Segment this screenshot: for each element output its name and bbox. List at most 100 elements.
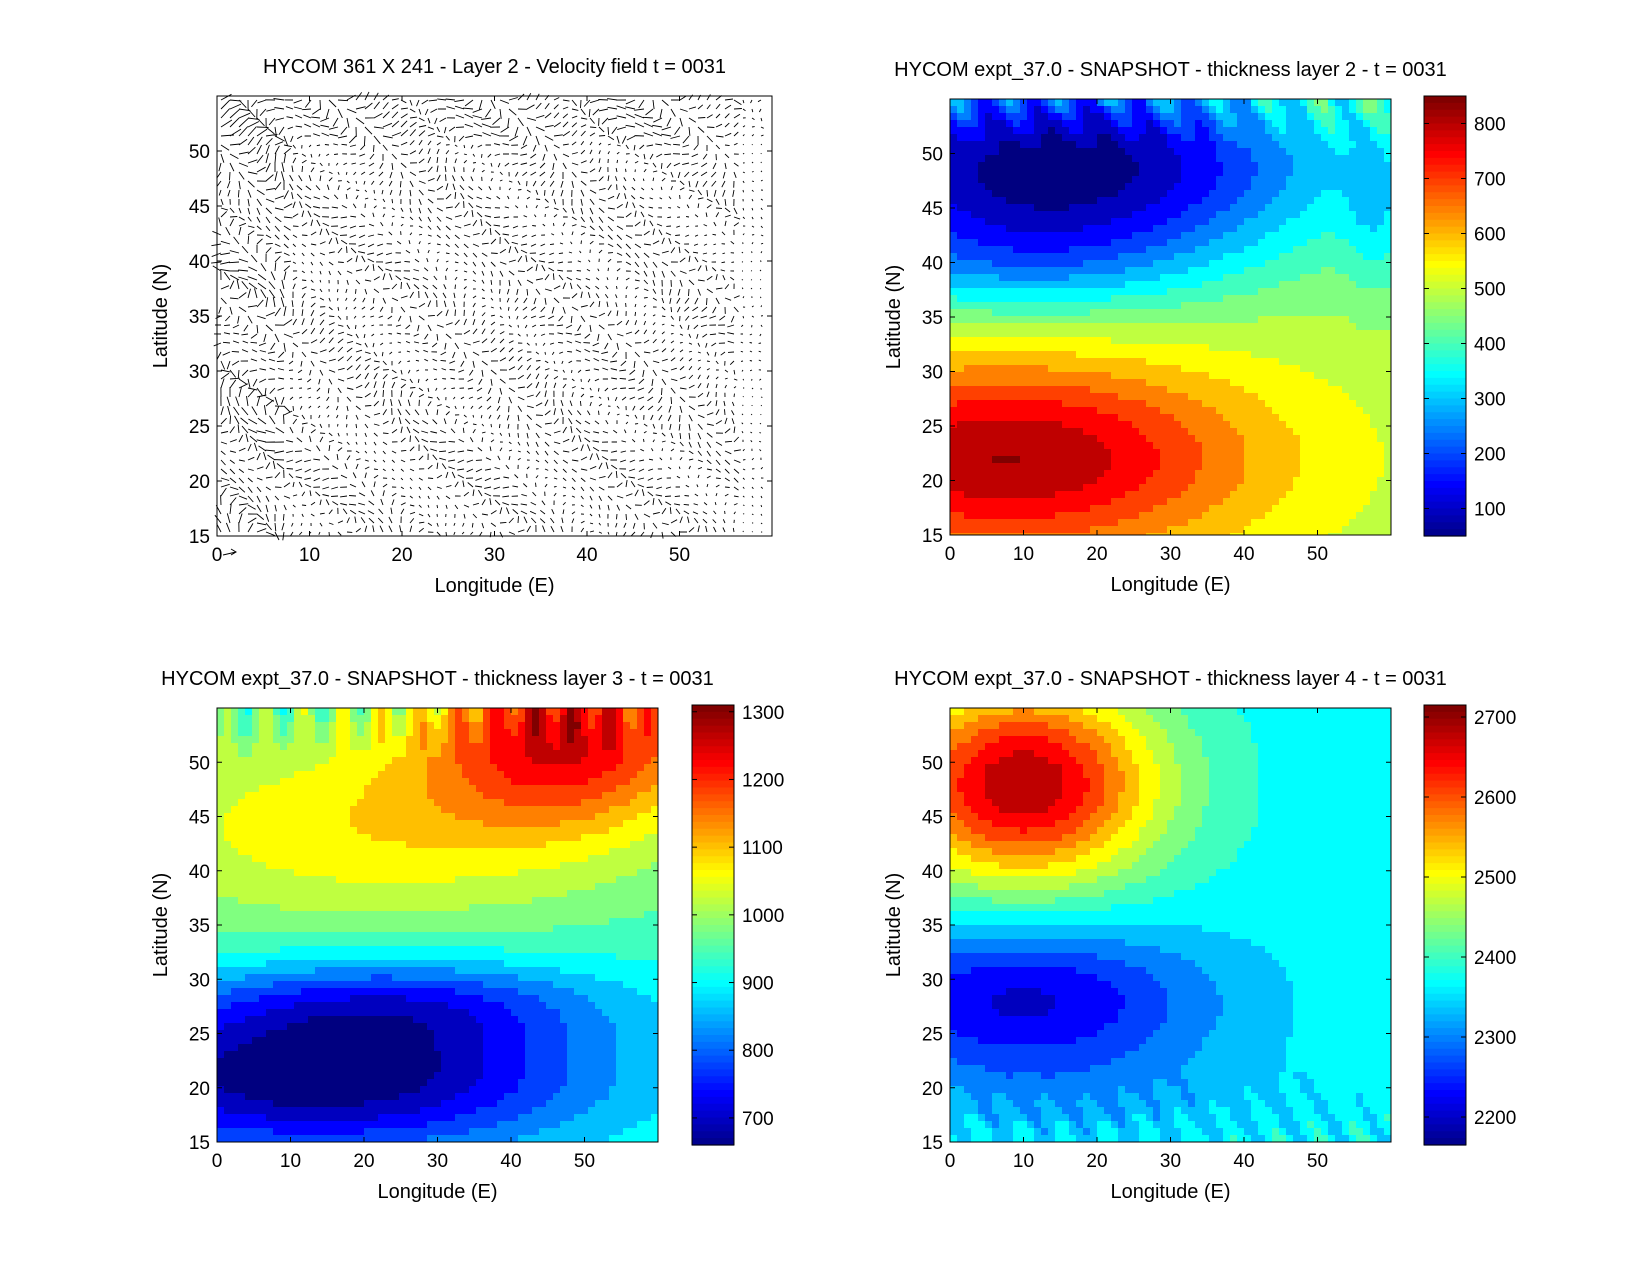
contour-cell — [1279, 344, 1287, 352]
contour-cell — [1230, 344, 1238, 352]
contour-cell — [490, 722, 498, 730]
contour-cell — [1083, 421, 1091, 429]
contour-cell — [1167, 246, 1175, 254]
contour-cell — [1195, 253, 1203, 261]
contour-cell — [1300, 274, 1308, 282]
contour-cell — [588, 743, 596, 751]
contour-cell — [1160, 358, 1168, 366]
contour-cell — [1272, 400, 1280, 408]
contour-cell — [992, 393, 1000, 401]
contour-cell — [1370, 148, 1378, 156]
contour-cell — [1251, 393, 1259, 401]
contour-cell — [539, 708, 547, 716]
contour-cell — [1167, 491, 1175, 499]
contour-cell — [1020, 526, 1028, 534]
contour-cell — [1216, 155, 1224, 163]
contour-cell — [378, 778, 386, 786]
reference-arrow — [222, 548, 237, 556]
contour-cell — [964, 533, 972, 536]
contour-cell — [1076, 498, 1084, 506]
contour-cell — [950, 407, 958, 415]
contour-cell — [1293, 358, 1301, 366]
contour-cell — [1321, 169, 1329, 177]
contour-cell — [1300, 351, 1308, 359]
contour-cell — [1272, 113, 1280, 121]
contour-cell — [985, 477, 993, 485]
contour-cell — [971, 99, 979, 107]
contour-cell — [1258, 407, 1266, 415]
contour-cell — [350, 750, 358, 758]
contour-cell — [1041, 267, 1049, 275]
contour-cell — [1188, 456, 1196, 464]
contour-cell — [964, 519, 972, 527]
contour-cell — [224, 792, 232, 800]
contour-cell — [1188, 267, 1196, 275]
contour-cell — [1202, 127, 1210, 135]
contour-cell — [1118, 379, 1126, 387]
contour-cell — [413, 722, 421, 730]
contour-cell — [1209, 211, 1217, 219]
contour-cell — [1328, 148, 1336, 156]
contour-cell — [1230, 225, 1238, 233]
contour-cell — [1272, 253, 1280, 261]
contour-cell — [371, 764, 379, 772]
contour-cell — [1027, 330, 1035, 338]
contour-cell — [1048, 155, 1056, 163]
contour-cell — [1293, 323, 1301, 331]
contour-cell — [999, 400, 1007, 408]
contour-cell — [1006, 218, 1014, 226]
contour-cell — [1384, 435, 1392, 443]
contour-cell — [1195, 176, 1203, 184]
contour-cell — [1034, 386, 1042, 394]
contour-cell — [1090, 155, 1098, 163]
contour-cell — [1027, 456, 1035, 464]
contour-cell — [483, 757, 491, 765]
contour-cell — [1118, 260, 1126, 268]
contour-cell — [1251, 484, 1259, 492]
y-tick-label: 35 — [189, 307, 210, 328]
contour-cell — [1314, 505, 1322, 513]
contour-cell — [1181, 204, 1189, 212]
contour-cell — [1314, 456, 1322, 464]
contour-cell — [1188, 232, 1196, 240]
contour-cell — [1125, 372, 1133, 380]
contour-cell — [1090, 127, 1098, 135]
contour-cell — [1342, 225, 1350, 233]
contour-cell — [1377, 232, 1385, 240]
contour-cell — [1013, 176, 1021, 184]
contour-cell — [1244, 372, 1252, 380]
contour-cell — [1286, 197, 1294, 205]
contour-cell — [1146, 246, 1154, 254]
contour-cell — [999, 162, 1007, 170]
contour-cell — [1293, 302, 1301, 310]
contour-cell — [1055, 274, 1063, 282]
contour-cell — [971, 463, 979, 471]
contour-cell — [238, 771, 246, 779]
contour-cell — [1244, 435, 1252, 443]
contour-cell — [1181, 470, 1189, 478]
contour-cell — [971, 407, 979, 415]
contour-cell — [1349, 288, 1357, 296]
contour-cell — [978, 351, 986, 359]
contour-cell — [595, 757, 603, 765]
contour-cell — [469, 771, 477, 779]
contour-cell — [1125, 155, 1133, 163]
contour-cell — [1027, 435, 1035, 443]
contour-cell — [1363, 211, 1371, 219]
contour-cell — [1125, 337, 1133, 345]
contour-cell — [1048, 274, 1056, 282]
contour-cell — [1069, 400, 1077, 408]
contour-cell — [1237, 232, 1245, 240]
contour-cell — [497, 736, 505, 744]
contour-cell — [1286, 176, 1294, 184]
contour-cell — [1286, 190, 1294, 198]
contour-cell — [950, 106, 958, 114]
contour-cell — [1356, 113, 1364, 121]
contour-cell — [1139, 197, 1147, 205]
contour-cell — [1104, 533, 1112, 536]
contour-cell — [1062, 449, 1070, 457]
contour-cell — [1342, 120, 1350, 128]
contour-cell — [1034, 470, 1042, 478]
contour-cell — [1293, 141, 1301, 149]
contour-cell — [1279, 358, 1287, 366]
